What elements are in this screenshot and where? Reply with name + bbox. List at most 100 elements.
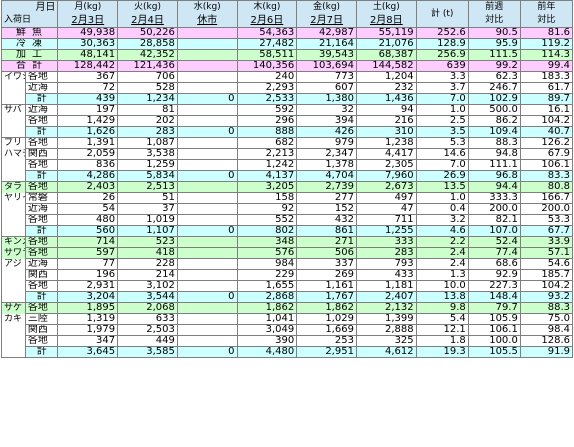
table-row: サバ 近海 197 81 592 32 94 1.0 500.0 16.1 bbox=[1, 104, 574, 116]
subtotal-day-1: 3,585 bbox=[117, 346, 178, 358]
row-day-1: 51 bbox=[117, 192, 178, 204]
summary-day-1: 28,858 bbox=[117, 38, 178, 50]
species-name: サバ bbox=[1, 104, 26, 116]
row-day-5: 1,399 bbox=[355, 313, 417, 325]
row-day-2 bbox=[176, 214, 238, 226]
origin-label: 各地 bbox=[24, 159, 59, 171]
table-row: ブリ 各地 1,391 1,087 682 979 1,238 5.3 88.3 126.2 bbox=[1, 137, 574, 149]
subtotal-row: 計 3,645 3,585 0 4,480 2,951 4,612 19.3 105.5 91.9 bbox=[1, 346, 574, 358]
summary-label: 合計 bbox=[0, 60, 59, 72]
row-day-0: 1,429 bbox=[57, 115, 119, 127]
row-day-1: 214 bbox=[117, 269, 178, 281]
subtotal-total: 7.0 bbox=[415, 93, 469, 105]
origin-label: 関西 bbox=[24, 324, 59, 336]
header-prev-year-top: 前年 bbox=[519, 0, 574, 14]
summary-day-3: 27,482 bbox=[236, 38, 298, 50]
row-prev-week: 105.9 bbox=[467, 313, 521, 325]
row-total: 10.0 bbox=[415, 280, 469, 292]
row-day-0: 54 bbox=[57, 203, 119, 215]
row-day-2 bbox=[176, 236, 238, 248]
row-prev-week: 68.6 bbox=[467, 258, 521, 270]
origin-label: 近海 bbox=[24, 104, 59, 116]
row-day-1: 3,102 bbox=[117, 280, 178, 292]
header-date-fri: 2月7日 bbox=[296, 14, 357, 28]
row-day-1: 2,068 bbox=[117, 302, 178, 314]
summary-day-4: 103,694 bbox=[296, 60, 357, 72]
row-day-4: 152 bbox=[296, 203, 357, 215]
origin-label: 各地 bbox=[24, 181, 59, 193]
row-day-0: 597 bbox=[57, 247, 119, 259]
subtotal-day-5: 1,436 bbox=[355, 93, 417, 105]
header-day-thu: 木(kg) bbox=[236, 0, 298, 14]
subtotal-day-0: 1,626 bbox=[57, 126, 119, 138]
header-day-sat: 土(kg) bbox=[355, 0, 417, 14]
row-day-3: 592 bbox=[236, 104, 298, 116]
row-total: 2.5 bbox=[415, 115, 469, 127]
header-total: 計 (t) bbox=[415, 0, 469, 28]
row-day-1: 528 bbox=[117, 82, 178, 94]
row-day-4: 979 bbox=[296, 137, 357, 149]
row-prev-week: 94.4 bbox=[467, 181, 521, 193]
row-total: 3.3 bbox=[415, 71, 469, 83]
summary-day-1: 42,352 bbox=[117, 49, 178, 61]
row-prev-year: 61.7 bbox=[519, 82, 574, 94]
row-total: 3.7 bbox=[415, 82, 469, 94]
subtotal-day-2: 0 bbox=[176, 126, 238, 138]
summary-day-0: 48,141 bbox=[57, 49, 119, 61]
row-day-0: 367 bbox=[57, 71, 119, 83]
summary-day-1: 50,226 bbox=[117, 27, 178, 39]
row-day-3: 3,205 bbox=[236, 181, 298, 193]
row-day-5: 2,673 bbox=[355, 181, 417, 193]
row-total: 1.8 bbox=[415, 335, 469, 347]
row-prev-year: 53.3 bbox=[519, 214, 574, 226]
subtotal-day-4: 861 bbox=[296, 225, 357, 237]
subtotal-day-3: 4,137 bbox=[236, 170, 298, 182]
subtotal-day-2: 0 bbox=[176, 346, 238, 358]
table-row: 各地 1,429 202 296 394 216 2.5 86.2 104.2 bbox=[1, 115, 574, 127]
row-day-4: 337 bbox=[296, 258, 357, 270]
summary-day-4: 39,543 bbox=[296, 49, 357, 61]
summary-prev-week: 95.9 bbox=[467, 38, 521, 50]
row-day-5: 216 bbox=[355, 115, 417, 127]
subtotal-total: 26.9 bbox=[415, 170, 469, 182]
row-day-3: 682 bbox=[236, 137, 298, 149]
row-prev-week: 77.4 bbox=[467, 247, 521, 259]
row-prev-year: 67.9 bbox=[519, 148, 574, 160]
row-day-2 bbox=[176, 137, 238, 149]
subtotal-day-3: 888 bbox=[236, 126, 298, 138]
subtotal-day-3: 4,480 bbox=[236, 346, 298, 358]
subtotal-day-5: 4,612 bbox=[355, 346, 417, 358]
subtotal-day-4: 1,380 bbox=[296, 93, 357, 105]
summary-day-4: 21,164 bbox=[296, 38, 357, 50]
subtotal-day-2: 0 bbox=[176, 93, 238, 105]
row-day-5: 1,181 bbox=[355, 280, 417, 292]
summary-day-3: 58,511 bbox=[236, 49, 298, 61]
subtotal-prev-year: 93.2 bbox=[519, 291, 574, 303]
origin-label: 関西 bbox=[24, 148, 59, 160]
row-day-5: 793 bbox=[355, 258, 417, 270]
row-day-1: 3,538 bbox=[117, 148, 178, 160]
header-date-thu: 2月6日 bbox=[236, 14, 298, 28]
subtotal-label: 計 bbox=[24, 346, 59, 358]
subtotal-prev-year: 40.7 bbox=[519, 126, 574, 138]
table-row: 関西 196 214 229 269 433 1.3 92.9 185.7 bbox=[1, 269, 574, 281]
subtotal-day-3: 802 bbox=[236, 225, 298, 237]
row-prev-week: 94.8 bbox=[467, 148, 521, 160]
row-day-4: 277 bbox=[296, 192, 357, 204]
row-day-5: 497 bbox=[355, 192, 417, 204]
subtotal-prev-year: 83.3 bbox=[519, 170, 574, 182]
row-day-2 bbox=[176, 302, 238, 314]
row-day-4: 506 bbox=[296, 247, 357, 259]
row-day-1: 1,259 bbox=[117, 159, 178, 171]
summary-day-2 bbox=[176, 49, 238, 61]
row-day-5: 2,888 bbox=[355, 324, 417, 336]
row-day-5: 94 bbox=[355, 104, 417, 116]
subtotal-day-3: 2,868 bbox=[236, 291, 298, 303]
row-prev-week: 111.1 bbox=[467, 159, 521, 171]
subtotal-day-0: 3,204 bbox=[57, 291, 119, 303]
species-name-blank bbox=[1, 170, 26, 182]
row-day-1: 1,087 bbox=[117, 137, 178, 149]
species-name bbox=[1, 335, 26, 347]
